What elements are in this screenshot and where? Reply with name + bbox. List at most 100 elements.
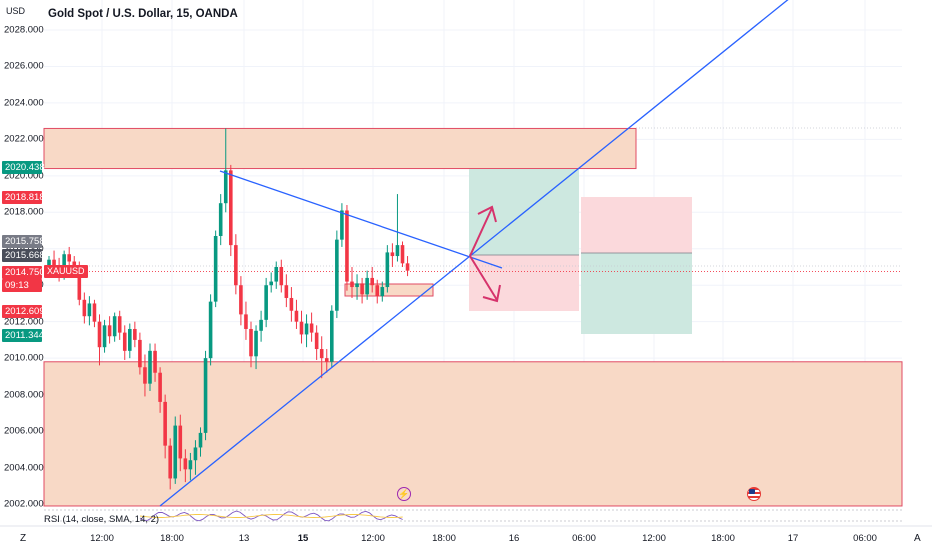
candle-body <box>52 259 56 266</box>
time-axis-label: 12:00 <box>90 533 114 544</box>
zoom-button[interactable]: Z <box>20 533 27 544</box>
candle-body <box>143 367 147 384</box>
candle-body <box>375 285 380 297</box>
auto-scale-button[interactable]: A <box>914 533 921 544</box>
rsi-background <box>44 508 902 524</box>
candle-body <box>173 425 178 479</box>
candle-body <box>234 245 238 286</box>
resistance-zone[interactable] <box>43 127 637 170</box>
candle-body <box>340 210 344 240</box>
price-axis-label: 2010.000 <box>4 352 44 364</box>
candle-body <box>319 349 324 359</box>
time-axis-label: 16 <box>508 533 520 544</box>
candle-body <box>163 401 167 446</box>
candle-body <box>198 432 203 448</box>
time-axis-label: 18:00 <box>711 533 735 544</box>
ascending-trendline[interactable] <box>159 0 790 507</box>
time-axis-label: 18:00 <box>160 533 184 544</box>
candle-body <box>304 323 309 335</box>
price-tag: 2014.750 <box>2 266 45 279</box>
candle-body <box>380 287 385 297</box>
time-axis-label: 15 <box>297 533 309 544</box>
price-tag: 2011.344 <box>2 329 44 342</box>
candle-body <box>370 277 374 286</box>
short-position-stop-area[interactable] <box>581 197 692 253</box>
candle-body <box>314 332 319 350</box>
lightning-icon[interactable]: ⚡ <box>397 487 411 501</box>
candle-body <box>92 303 97 322</box>
price-axis-label: 2026.000 <box>4 60 44 72</box>
candle-body <box>133 328 137 340</box>
candle-body <box>405 263 410 271</box>
candle-body <box>188 460 193 470</box>
candle-body <box>385 252 390 288</box>
candle-body <box>193 447 198 461</box>
candle-body <box>294 310 299 322</box>
candle-body <box>72 261 77 267</box>
time-axis-label: 06:00 <box>572 533 596 544</box>
candle-body <box>168 445 172 479</box>
price-tag: 2015.668 <box>2 249 45 262</box>
candle-body <box>138 339 142 368</box>
price-axis-label: 2022.000 <box>4 133 44 145</box>
price-axis-label: 2012.000 <box>4 316 44 328</box>
price-axis-label: 2008.000 <box>4 389 44 401</box>
candle-body <box>330 310 334 362</box>
price-axis-label: 2002.000 <box>4 498 44 510</box>
candle-body <box>365 277 369 295</box>
candle-body <box>309 323 314 333</box>
candle-body <box>264 285 268 320</box>
price-tag: 2020.438 <box>2 161 45 174</box>
candle-body <box>77 266 82 300</box>
price-axis-label: 2024.000 <box>4 97 44 109</box>
currency-label: USD <box>6 6 26 16</box>
candle-body <box>244 314 248 329</box>
candle-body <box>67 254 71 262</box>
candle-body <box>112 316 117 337</box>
time-axis-label: 06:00 <box>853 533 877 544</box>
candle-body <box>284 285 289 298</box>
descending-trendline[interactable] <box>219 170 503 269</box>
price-tag: 2012.609 <box>2 305 45 318</box>
candle-body <box>350 281 354 288</box>
rsi-legend[interactable]: RSI (14, close, SMA, 14, 2) <box>44 514 160 525</box>
candle-body <box>289 297 294 311</box>
candle-body <box>360 283 364 295</box>
candle-body <box>178 425 183 459</box>
candle-body <box>259 319 263 331</box>
candle-body <box>122 332 127 351</box>
price-axis-label: 2028.000 <box>4 24 44 36</box>
candle-body <box>400 245 405 264</box>
rsi-sma-line <box>139 514 403 518</box>
candle-body <box>324 358 329 362</box>
price-axis-label: 2004.000 <box>4 462 44 474</box>
short-position-target-area[interactable] <box>581 253 692 334</box>
candle-body <box>117 316 122 333</box>
time-axis-label: 13 <box>238 533 250 544</box>
candle-body <box>355 283 359 288</box>
candle-body <box>218 203 223 236</box>
candle-body <box>213 235 218 302</box>
candle-body <box>223 170 228 204</box>
candle-body <box>87 303 92 317</box>
price-tag: 2018.818 <box>2 191 45 204</box>
candle-body <box>395 245 400 257</box>
candle-body <box>208 301 213 359</box>
up-arrow <box>469 207 493 257</box>
candle-body <box>229 170 233 246</box>
candle-body <box>107 325 112 337</box>
candle-body <box>153 350 157 373</box>
price-axis-label: 2020.000 <box>4 170 44 182</box>
candle-body <box>279 266 284 286</box>
candle-body <box>269 281 273 286</box>
candle-body <box>102 325 107 348</box>
candle-body <box>183 458 188 470</box>
support-zone[interactable] <box>43 361 903 507</box>
candle-body <box>345 210 349 282</box>
candle-body <box>274 266 279 282</box>
candle-body <box>82 299 87 317</box>
projection-arrows[interactable] <box>469 205 501 303</box>
price-tag: 2015.758 <box>2 235 45 248</box>
us-flag-icon[interactable] <box>747 487 761 501</box>
